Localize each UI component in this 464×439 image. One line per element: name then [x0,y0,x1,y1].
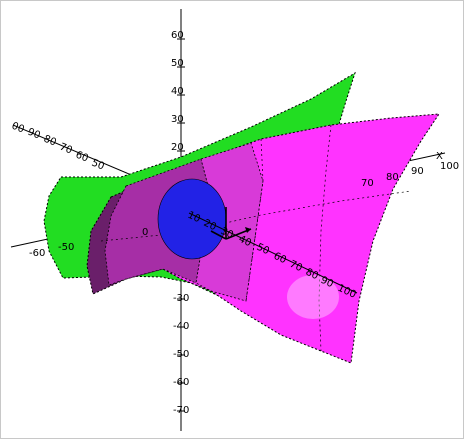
z-tick-label: -50 [173,349,189,360]
x-tick-label: -60 [29,248,45,259]
z-tick-label: -60 [173,377,189,388]
upper-left-axis-labels: 00 90 80 70 60 50 [10,121,106,173]
z-tick-label: 60 [171,30,184,41]
z-tick-label: 20 [171,142,184,153]
y-tick-label: 60 [74,150,90,165]
y-tick-label: 80 [42,134,58,149]
x-tick-label: -50 [58,242,74,253]
z-tick-label: -30 [173,293,189,304]
y-tick-label: 70 [58,142,74,157]
z-tick-label: 50 [171,58,184,69]
y-tick-label: 90 [26,127,42,142]
z-tick-label: 30 [171,114,184,125]
x-tick-label: 0 [142,227,148,238]
z-tick-label: -70 [173,405,189,416]
x-tick-label: 90 [411,166,424,177]
z-tick-label: 40 [171,86,184,97]
z-tick-label: -40 [173,321,189,332]
y-tick-label: 50 [90,158,106,173]
x-tick-label: 80 [386,172,399,183]
y-tick-label: 00 [10,121,26,136]
x-axis-end-label: X [436,151,443,162]
x-tick-label: 70 [361,178,374,189]
x-tick-label: 100 [440,161,459,172]
